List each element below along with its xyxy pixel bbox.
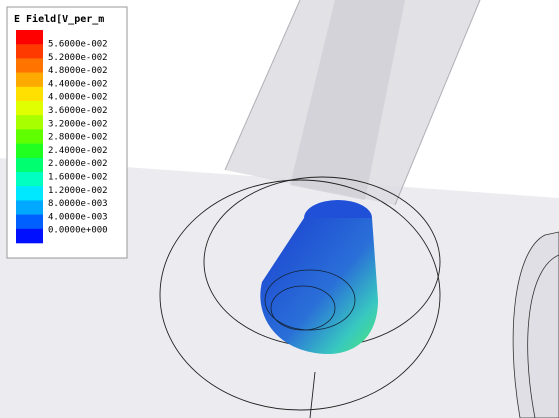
legend: E Field[V_per_m 5.6000e-002 5.2000e-002 4.… xyxy=(7,7,127,258)
legend-swatch xyxy=(16,87,43,102)
legend-label: 4.0000e-003 xyxy=(48,212,108,222)
legend-label: 2.0000e-002 xyxy=(48,159,108,169)
legend-label: 4.8000e-002 xyxy=(48,66,108,76)
legend-label: 8.0000e-003 xyxy=(48,199,108,209)
legend-swatch xyxy=(16,200,43,215)
legend-swatch xyxy=(16,73,43,88)
legend-swatch xyxy=(16,30,43,45)
legend-swatch xyxy=(16,58,43,73)
legend-label: 3.2000e-002 xyxy=(48,119,108,129)
legend-swatch xyxy=(16,115,43,130)
legend-swatch xyxy=(16,144,43,159)
legend-title: E Field[V_per_m xyxy=(14,13,104,25)
legend-swatch xyxy=(16,44,43,59)
legend-label: 5.6000e-002 xyxy=(48,40,108,50)
field-plot-view: E Field[V_per_m 5.6000e-002 5.2000e-002 4.… xyxy=(0,0,559,418)
legend-label: 5.2000e-002 xyxy=(48,53,108,63)
legend-label: 4.4000e-002 xyxy=(48,79,108,89)
legend-label: 0.0000e+000 xyxy=(48,226,108,236)
legend-swatch xyxy=(16,229,43,244)
legend-swatch xyxy=(16,158,43,173)
legend-label: 2.8000e-002 xyxy=(48,133,108,143)
legend-swatch xyxy=(16,215,43,230)
legend-swatch xyxy=(16,101,43,116)
legend-swatch xyxy=(16,129,43,144)
legend-label: 4.0000e-002 xyxy=(48,93,108,103)
legend-label: 3.6000e-002 xyxy=(48,106,108,116)
page: E Field[V_per_m 5.6000e-002 5.2000e-002 4.… xyxy=(0,0,559,418)
legend-label: 1.2000e-002 xyxy=(48,186,108,196)
legend-label: 1.6000e-002 xyxy=(48,173,108,183)
legend-swatch xyxy=(16,186,43,201)
legend-swatch xyxy=(16,172,43,187)
legend-label: 2.4000e-002 xyxy=(48,146,108,156)
